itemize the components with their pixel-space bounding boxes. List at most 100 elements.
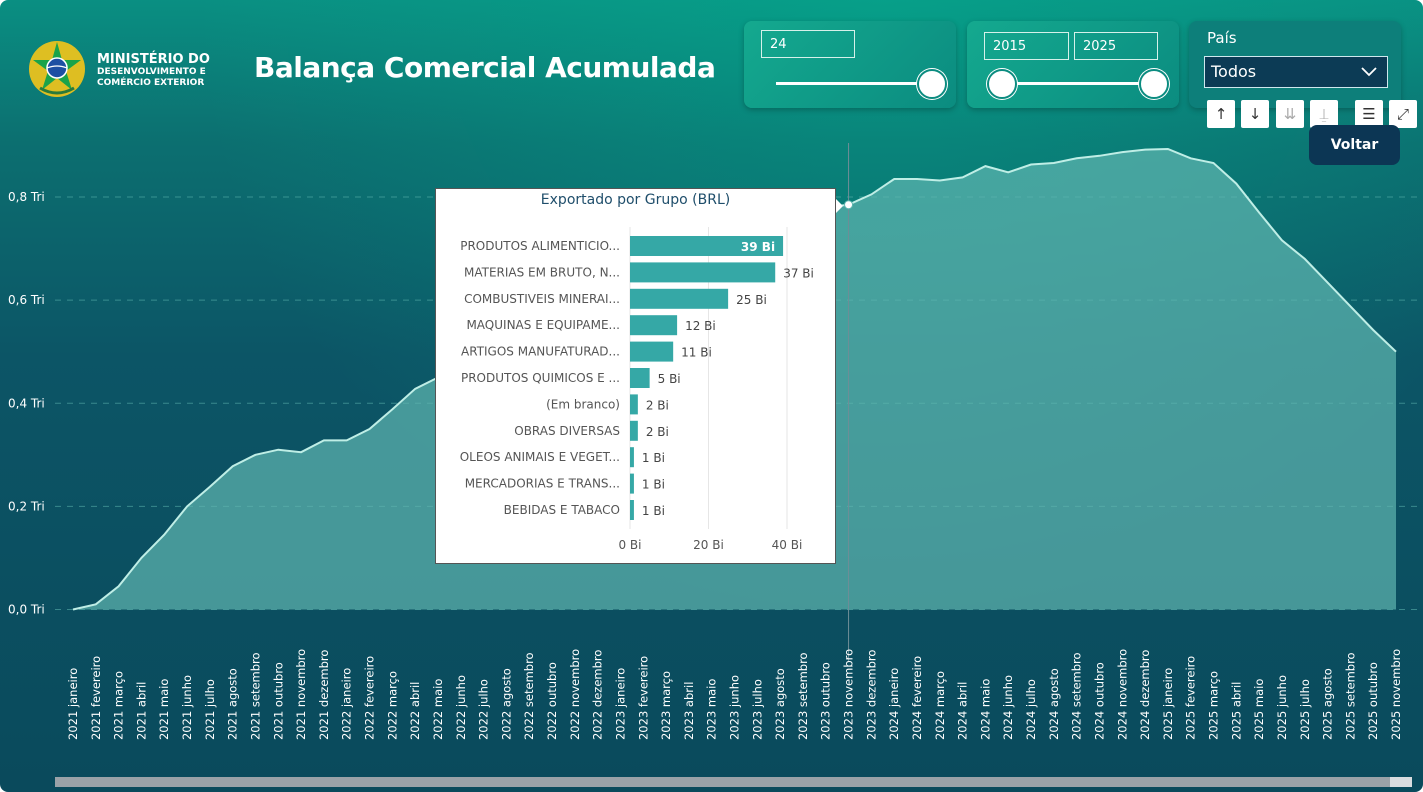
x-tick-label: 2021 fevereiro <box>89 656 103 740</box>
x-tick-label: 2025 março <box>1207 671 1221 740</box>
x-tick-label: 2021 abril <box>134 682 148 740</box>
x-tick-label: 2022 março <box>385 671 399 740</box>
x-tick-label: 2022 fevereiro <box>363 656 377 740</box>
x-tick-label: 2022 dezembro <box>591 650 605 740</box>
sort-descending-icon[interactable]: ↓ <box>1241 100 1269 128</box>
tooltip-data-label: 1 Bi <box>642 478 665 492</box>
tooltip-bar <box>630 473 634 494</box>
x-tick-label: 2021 dezembro <box>317 650 331 740</box>
x-tick-label: 2025 abril <box>1229 682 1243 740</box>
x-tick-label: 2024 novembro <box>1115 649 1129 740</box>
x-tick-label: 2021 maio <box>157 679 171 740</box>
x-tick-label: 2024 outubro <box>1092 662 1106 740</box>
x-tick-label: 2025 outubro <box>1366 662 1380 740</box>
hierarchy-icon[interactable]: ⍊ <box>1310 100 1338 128</box>
year-range-track[interactable] <box>1001 82 1154 85</box>
drill-down-icon[interactable]: ⇊ <box>1276 100 1304 128</box>
x-tick-label: 2022 novembro <box>568 649 582 740</box>
filter-icon[interactable]: ☰ <box>1355 100 1383 128</box>
x-tick-label: 2021 janeiro <box>66 668 80 740</box>
x-tick-label: 2024 janeiro <box>887 668 901 740</box>
org-line-1: MINISTÉRIO DO <box>97 52 210 67</box>
page-title: Balança Comercial Acumulada <box>254 51 716 84</box>
tooltip-category-label: COMBUSTIVEIS MINERAI... <box>464 292 620 306</box>
y-tick-label: 0,2 Tri <box>8 499 45 513</box>
x-tick-label: 2022 julho <box>477 679 491 740</box>
sort-ascending-icon[interactable]: ↑ <box>1207 100 1235 128</box>
country-dropdown-value: Todos <box>1211 62 1257 81</box>
horizontal-scrollbar[interactable] <box>55 777 1412 787</box>
x-tick-label: 2022 maio <box>431 679 445 740</box>
tooltip-data-label: 37 Bi <box>783 266 814 280</box>
tooltip-category-label: (Em branco) <box>546 397 620 411</box>
months-input[interactable]: 24 <box>761 30 855 58</box>
tooltip-bar <box>630 420 638 441</box>
tooltip-data-label: 39 Bi <box>741 240 775 254</box>
tooltip-category-label: BEBIDAS E TABACO <box>504 503 620 517</box>
x-tick-label: 2024 abril <box>956 682 970 740</box>
tooltip-data-label: 25 Bi <box>736 293 767 307</box>
x-tick-label: 2025 fevereiro <box>1184 656 1198 740</box>
org-line-2: DESENVOLVIMENTO E <box>97 67 206 77</box>
tooltip-bar <box>630 447 634 468</box>
tooltip-title: Exportado por Grupo (BRL) <box>540 192 731 208</box>
tooltip-category-label: MAQUINAS E EQUIPAME... <box>466 318 620 332</box>
months-slider-track[interactable] <box>776 82 932 85</box>
x-tick-label: 2023 julho <box>750 679 764 740</box>
country-dropdown[interactable]: Todos <box>1204 56 1388 88</box>
y-tick-label: 0,8 Tri <box>8 190 45 204</box>
tooltip-pointer <box>836 199 843 213</box>
x-tick-label: 2025 julho <box>1298 679 1312 740</box>
tooltip-category-label: OLEOS ANIMAIS E VEGET... <box>460 450 620 464</box>
tooltip-data-label: 1 Bi <box>642 451 665 465</box>
year-from-input[interactable]: 2015 <box>984 32 1069 60</box>
coat-of-arms-icon <box>29 41 85 97</box>
x-tick-label: 2022 abril <box>408 682 422 740</box>
x-tick-label: 2023 junho <box>728 675 742 740</box>
country-label: País <box>1207 29 1237 47</box>
tooltip-data-label: 5 Bi <box>658 372 681 386</box>
x-tick-label: 2023 abril <box>682 682 696 740</box>
x-tick-label: 2023 novembro <box>842 649 856 740</box>
tooltip-data-label: 2 Bi <box>646 425 669 439</box>
y-tick-label: 0,4 Tri <box>8 396 45 410</box>
year-to-handle[interactable] <box>1139 69 1169 99</box>
tooltip-bar <box>630 288 729 309</box>
tooltip-category-label: MATERIAS EM BRUTO, N... <box>464 265 620 279</box>
x-tick-label: 2023 agosto <box>773 668 787 740</box>
tooltip-panel: Exportado por Grupo (BRL) 0 Bi 20 Bi 40 Bi… <box>435 188 836 564</box>
x-tick-label: 2021 novembro <box>294 649 308 740</box>
x-tick-label: 2024 março <box>933 671 947 740</box>
chevron-down-icon <box>1361 67 1377 77</box>
x-tick-label: 2021 março <box>112 671 126 740</box>
months-slider-handle[interactable] <box>917 69 947 99</box>
tooltip-bar-chart: 0 Bi 20 Bi 40 Bi PRODUTOS ALIMENTICIO... 39 … <box>460 227 814 552</box>
scrollbar-thumb[interactable] <box>55 777 1390 787</box>
x-tick-label: 2025 agosto <box>1321 668 1335 740</box>
x-tick-label: 2021 agosto <box>226 668 240 740</box>
x-tick-label: 2024 fevereiro <box>910 656 924 740</box>
year-from-handle[interactable] <box>987 69 1017 99</box>
tooltip-bar <box>630 500 634 520</box>
tooltip-x-tick-label: 0 Bi <box>618 538 641 552</box>
x-tick-label: 2021 junho <box>180 675 194 740</box>
ministry-name: MINISTÉRIO DO DESENVOLVIMENTO E COMÉRCIO… <box>97 52 210 89</box>
x-tick-label: 2024 junho <box>1001 675 1015 740</box>
x-tick-label: 2025 novembro <box>1389 649 1403 740</box>
tooltip-data-label: 11 Bi <box>681 346 712 360</box>
tooltip-data-label: 2 Bi <box>646 398 669 412</box>
x-tick-label: 2023 setembro <box>796 652 810 740</box>
tooltip-category-label: PRODUTOS QUIMICOS E ... <box>461 371 620 385</box>
tooltip-category-label: MERCADORIAS E TRANS... <box>465 477 620 491</box>
x-tick-label: 2022 setembro <box>522 652 536 740</box>
year-to-input[interactable]: 2025 <box>1074 32 1158 60</box>
x-tick-label: 2021 outubro <box>271 662 285 740</box>
tooltip-category-label: PRODUTOS ALIMENTICIO... <box>460 239 620 253</box>
x-tick-label: 2022 janeiro <box>340 668 354 740</box>
x-tick-label: 2023 outubro <box>819 662 833 740</box>
back-button[interactable]: Voltar <box>1309 125 1400 165</box>
focus-mode-icon[interactable]: ⤢ <box>1389 100 1417 128</box>
hover-point <box>844 200 854 210</box>
x-tick-label: 2025 janeiro <box>1161 668 1175 740</box>
x-tick-label: 2025 maio <box>1252 679 1266 740</box>
